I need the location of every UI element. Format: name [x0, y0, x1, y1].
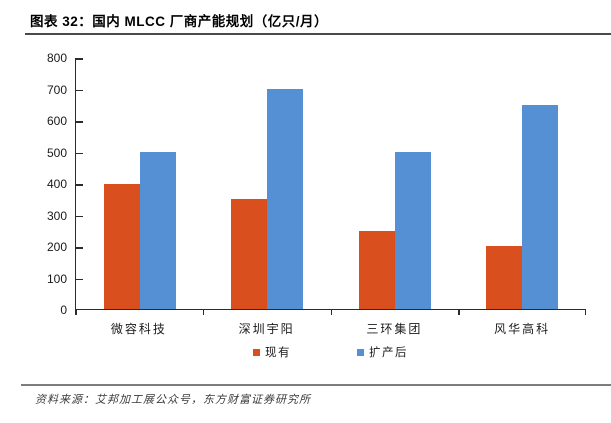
bar-group [459, 58, 587, 309]
x-axis-tick-mark [330, 310, 332, 315]
x-axis-category-label: 风华高科 [494, 322, 551, 336]
x-axis-tick-mark [202, 310, 205, 315]
x-axis-tick-mark [458, 310, 460, 315]
chart-legend: 现有 扩产后 [75, 344, 586, 360]
y-axis-tick-mark [76, 247, 83, 249]
legend-item: 现有 [253, 344, 291, 360]
title-divider [25, 33, 611, 35]
y-axis-tick-label: 700 [46, 82, 67, 97]
bar-扩产后 [139, 152, 176, 309]
figure-title: 图表 32：国内 MLCC 厂商产能规划（亿只/月） [30, 14, 329, 29]
bar-chart: 0 100 200 300 400 500 600 700 800 微容科技 深圳宇阳 三环集团 风华… [46, 51, 586, 360]
y-axis-tick-mark [76, 152, 83, 154]
y-axis-tick-label: 0 [60, 303, 67, 317]
bar-group [76, 58, 204, 309]
bar-扩产后 [522, 105, 559, 309]
y-axis-tick-mark [76, 58, 83, 60]
bar-扩产后 [394, 152, 431, 309]
bar-现有 [486, 246, 523, 309]
y-axis-tick-label: 600 [46, 114, 67, 128]
bar-group [331, 58, 459, 309]
bar-扩产后 [267, 89, 304, 309]
legend-label: 扩产后 [369, 347, 408, 359]
y-axis-tick-label: 500 [46, 145, 67, 160]
y-axis-tick-mark [76, 184, 83, 186]
y-axis-tick-label: 200 [46, 240, 67, 254]
y-axis-tick-mark [76, 89, 83, 91]
y-axis-tick-mark [76, 278, 83, 280]
legend-swatch-icon [357, 348, 364, 356]
y-axis-tick-mark [76, 121, 83, 123]
y-axis-tick-label: 300 [46, 208, 67, 223]
source-note: 资料来源：艾邦加工展公众号，东方财富证券研究所 [35, 393, 311, 406]
bar-现有 [358, 230, 395, 309]
y-axis-tick-label: 100 [46, 271, 67, 286]
bar-现有 [231, 199, 268, 309]
x-axis-category-label: 微容科技 [110, 322, 167, 336]
legend-swatch-icon [253, 348, 260, 356]
plot-area [75, 58, 586, 310]
x-axis-category-label: 三环集团 [366, 322, 423, 336]
bar-现有 [103, 183, 140, 309]
y-axis-tick-label: 800 [46, 51, 67, 65]
x-axis-tick-mark [584, 310, 586, 315]
x-axis-tick-mark [75, 310, 77, 315]
x-axis-labels: 微容科技 深圳宇阳 三环集团 风华高科 [75, 320, 586, 337]
legend-label: 现有 [265, 347, 291, 359]
bar-groups [76, 58, 586, 309]
y-axis-tick-mark [76, 215, 83, 217]
x-axis-category-label: 深圳宇阳 [238, 322, 295, 336]
footer-divider [21, 384, 611, 386]
legend-item: 扩产后 [357, 344, 408, 360]
bar-group [204, 58, 332, 309]
y-axis-tick-label: 400 [46, 177, 67, 191]
